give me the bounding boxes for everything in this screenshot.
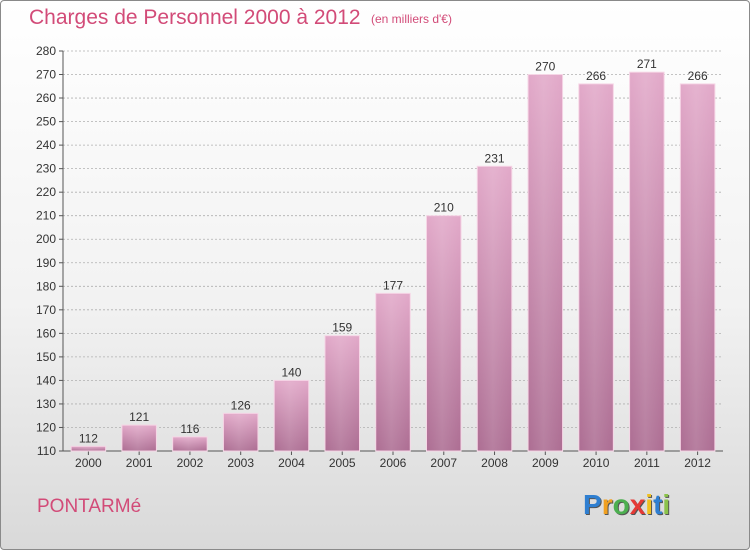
x-tick-label: 2004 <box>278 456 305 470</box>
data-label: 271 <box>637 57 657 71</box>
x-tick-label: 2008 <box>481 456 508 470</box>
bar-highlight <box>529 75 562 450</box>
y-tick-label: 110 <box>37 444 56 458</box>
x-tick-label: 2011 <box>634 456 660 470</box>
data-label: 266 <box>688 69 708 83</box>
proxiti-logo: Proxiti <box>583 489 670 521</box>
data-label: 121 <box>129 410 149 424</box>
y-tick-label: 250 <box>36 115 56 129</box>
logo-letter: r <box>601 489 613 520</box>
logo-letter: P <box>583 489 602 520</box>
bar-highlight <box>122 426 156 450</box>
logo-letter: x <box>629 489 646 520</box>
bar-highlight <box>630 73 664 451</box>
data-label: 159 <box>332 321 352 335</box>
data-label: 210 <box>434 201 454 215</box>
x-tick-label: 2005 <box>329 456 356 470</box>
y-tick-label: 280 <box>36 44 56 58</box>
y-tick-label: 130 <box>36 397 56 411</box>
y-tick-label: 140 <box>36 373 56 387</box>
y-tick-label: 180 <box>36 279 56 293</box>
data-labels: 112 121 116 126 140 159 177 210 231 270 266 271 266 <box>79 57 708 445</box>
y-tick-label: 120 <box>36 420 56 434</box>
data-label: 270 <box>535 60 555 74</box>
x-tick-label: 2009 <box>532 456 559 470</box>
y-tick-label: 210 <box>36 209 56 223</box>
y-tick-label: 150 <box>36 350 56 364</box>
grid-lines <box>63 50 723 428</box>
logo-letter: o <box>612 489 630 520</box>
y-tick-label: 200 <box>36 232 56 246</box>
data-label: 177 <box>383 278 403 292</box>
bar-highlight <box>376 294 410 450</box>
bar-highlight <box>224 414 257 450</box>
x-tick-label: 2007 <box>430 456 457 470</box>
data-label: 112 <box>79 431 98 445</box>
logo-letter: t <box>653 489 663 520</box>
bar-highlight <box>427 216 461 450</box>
bar-highlight <box>325 336 359 450</box>
chart-title: Charges de Personnel 2000 à 2012 <box>29 6 361 29</box>
bar-highlight <box>275 381 308 450</box>
y-tick-label: 190 <box>36 256 56 270</box>
y-tick-label: 160 <box>36 326 56 340</box>
bar-highlight <box>478 167 511 450</box>
x-tick-label: 2010 <box>583 456 610 470</box>
logo-letter: i <box>645 489 654 520</box>
logo-letter: i <box>662 489 671 520</box>
data-label: 140 <box>281 365 301 379</box>
x-tick-label: 2000 <box>75 456 102 470</box>
data-label: 266 <box>586 69 606 83</box>
data-label: 116 <box>180 422 199 436</box>
commune-name: PONTARMé <box>37 496 142 517</box>
x-tick-label: 2003 <box>227 456 254 470</box>
y-tick-label: 260 <box>36 91 56 105</box>
y-tick-label: 270 <box>36 68 56 82</box>
y-tick-labels: 110 120 130 140 150 160 170 180 190 200 210 220 230 2… <box>36 44 56 458</box>
bar-highlight <box>579 84 613 451</box>
bar-highlight <box>681 84 714 451</box>
x-tick-label: 2001 <box>126 456 153 470</box>
y-tick-label: 170 <box>36 303 56 317</box>
y-tick-label: 230 <box>36 162 56 176</box>
x-tick-label: 2012 <box>684 456 711 470</box>
bars <box>70 71 716 452</box>
x-tick-labels: 2000 2001 2002 2003 2004 2005 2006 2007 2008 2009… <box>75 456 711 470</box>
x-tick-label: 2006 <box>380 456 407 470</box>
bar-highlight <box>173 437 207 450</box>
y-tick-label: 240 <box>36 138 56 152</box>
data-label: 126 <box>231 398 251 412</box>
chart-unit-label: (en milliers d'€) <box>371 12 452 26</box>
bar-highlight <box>72 447 105 450</box>
data-label: 231 <box>485 151 505 165</box>
x-tick-label: 2002 <box>177 456 204 470</box>
y-tick-label: 220 <box>36 185 56 199</box>
